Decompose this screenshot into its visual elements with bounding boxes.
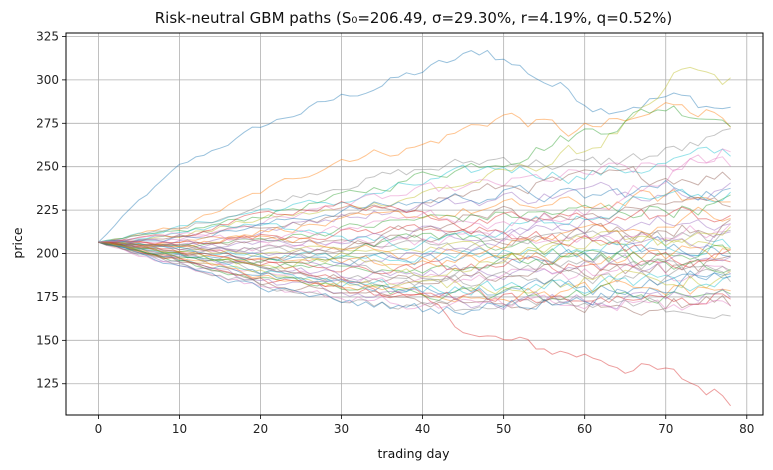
gbm-path-line	[98, 194, 731, 248]
gbm-path-line	[98, 128, 731, 243]
gbm-path-line	[98, 241, 731, 285]
gbm-path-line	[98, 223, 731, 269]
y-tick-label: 225	[36, 203, 59, 217]
gbm-path-line	[98, 241, 731, 283]
plot-area-frame	[65, 32, 764, 416]
gbm-path-line	[98, 241, 731, 289]
grid	[66, 33, 763, 415]
gbm-path-line	[98, 196, 731, 264]
gbm-path-line	[98, 181, 731, 247]
gbm-path-line	[98, 241, 731, 304]
gbm-path-line	[98, 226, 731, 278]
x-tick-label: 70	[658, 422, 673, 436]
gbm-path-line	[98, 241, 731, 312]
x-tick-label: 50	[496, 422, 511, 436]
chart-title: Risk-neutral GBM paths (S₀=206.49, σ=29.…	[155, 9, 673, 27]
gbm-path-line	[98, 233, 731, 257]
gbm-path-line	[98, 206, 731, 245]
gbm-path-line	[98, 154, 731, 244]
gbm-path-line	[98, 241, 731, 315]
gbm-path-line	[98, 189, 731, 246]
gbm-path-line	[98, 241, 731, 266]
x-axis: 0 10 20 30 40 50 60 70 80	[95, 415, 754, 436]
gbm-path-line	[98, 241, 731, 285]
y-tick-label: 150	[36, 333, 59, 347]
y-tick-label: 275	[36, 116, 59, 130]
x-tick-label: 60	[577, 422, 592, 436]
gbm-path-line	[98, 241, 731, 306]
gbm-path-line	[98, 206, 731, 262]
gbm-path-line	[98, 235, 731, 263]
x-tick-label: 30	[334, 422, 349, 436]
gbm-path-line	[98, 241, 731, 275]
x-axis-label: trading day	[378, 446, 451, 461]
x-tick-label: 10	[172, 422, 187, 436]
x-tick-label: 20	[253, 422, 268, 436]
gbm-path-line	[98, 232, 731, 274]
gbm-path-line	[98, 148, 731, 244]
y-tick-label: 175	[36, 290, 59, 304]
x-tick-label: 40	[415, 422, 430, 436]
gbm-path-line	[98, 146, 731, 243]
gbm-path-line	[98, 241, 731, 319]
gbm-path-line	[98, 180, 731, 243]
gbm-path-line	[98, 241, 731, 268]
gbm-path-line	[98, 241, 731, 295]
gbm-path-line	[98, 241, 731, 296]
gbm-path-line	[98, 241, 731, 310]
gbm-path-line	[98, 241, 731, 281]
gbm-path-line	[98, 102, 731, 243]
y-tick-label: 200	[36, 247, 59, 261]
x-tick-label: 80	[739, 422, 754, 436]
gbm-path-line	[98, 105, 731, 243]
gbm-path-line	[98, 66, 731, 243]
gbm-path-line	[98, 223, 731, 254]
y-tick-label: 250	[36, 160, 59, 174]
gbm-path-line	[98, 241, 731, 316]
x-tick-label: 0	[95, 422, 103, 436]
gbm-path-line	[98, 229, 731, 254]
gbm-path-line	[98, 166, 731, 243]
gbm-path-line	[98, 188, 731, 252]
gbm-path-line	[98, 241, 731, 303]
gbm-path-line	[98, 49, 731, 243]
y-tick-label: 125	[36, 377, 59, 391]
gbm-path-line	[98, 201, 731, 269]
gbm-path-line	[98, 241, 731, 274]
gbm-path-line	[98, 241, 731, 407]
gbm-path-line	[98, 215, 731, 251]
y-tick-label: 300	[36, 73, 59, 87]
y-axis: 125 150 175 200 225 250 275 300 325	[36, 29, 66, 391]
series-layer	[98, 49, 731, 407]
y-tick-label: 325	[36, 29, 59, 43]
y-axis-label: price	[10, 227, 25, 258]
gbm-path-line	[98, 241, 731, 296]
gbm-path-line	[98, 219, 731, 248]
